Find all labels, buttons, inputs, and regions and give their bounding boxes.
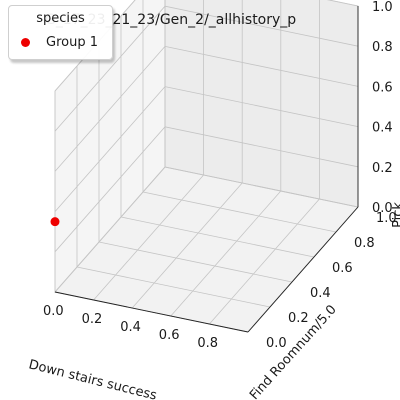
z-grid-side: [54, 5, 166, 132]
y-tick-label: 1.0: [376, 211, 397, 226]
z-grid-side: [54, 86, 166, 212]
x-grid-floor: [209, 198, 320, 325]
x-tick-label: 0.4: [120, 320, 141, 335]
z-tick-label: 0.8: [372, 40, 393, 55]
y-grid-floor: [98, 241, 293, 283]
z-axis-label: Pick: [391, 202, 400, 228]
x-tick-label: 0.8: [197, 336, 218, 351]
y-axis-line: [247, 206, 359, 333]
data-points: [50, 217, 60, 227]
y-grid-floor: [120, 216, 315, 258]
x-axis-label: Down stairs success: [27, 357, 158, 400]
z-tick-label: 0.4: [372, 121, 393, 136]
x-grid-floor: [170, 190, 282, 317]
x-axis-line: [54, 291, 249, 333]
legend: species Group 1: [8, 5, 113, 60]
z-grid-side: [54, 46, 166, 172]
y-tick-label: 0.2: [288, 311, 309, 326]
x-grid-floor: [131, 182, 243, 309]
y-grid-floor: [164, 166, 359, 208]
z-tick-label: 1.0: [372, 0, 393, 15]
data-point: [50, 217, 60, 227]
y-tick-label: 0.4: [310, 286, 331, 301]
z-grid-side: [54, 126, 166, 253]
x-grid-floor: [93, 174, 204, 301]
legend-entry-label: Group 1: [46, 35, 98, 50]
y-tick-label: 0.0: [266, 336, 287, 351]
z-tick-label: 0.6: [372, 80, 393, 95]
z-tick-label: 0.2: [372, 161, 393, 176]
z-grid-side: [54, 166, 166, 293]
y-grid-floor: [76, 266, 271, 308]
legend-title: species: [36, 11, 85, 26]
axis-panes: [54, 0, 359, 333]
y-tick-label: 0.6: [332, 261, 353, 276]
y-grid-floor: [142, 191, 337, 233]
axis-lines: [54, 6, 359, 333]
z-grid-back: [164, 86, 359, 127]
x-tick-label: 0.6: [159, 328, 180, 343]
y-tick-label: 0.8: [354, 236, 375, 251]
x-tick-label: 0.0: [43, 304, 64, 319]
x-tick-label: 0.2: [82, 312, 103, 327]
tick-labels: 0.00.20.40.60.8 0.00.20.40.60.81.00.00.20…: [43, 0, 397, 351]
z-grid-back: [164, 5, 359, 47]
legend-entry: Group 1: [21, 35, 98, 50]
z-tick-label: 0.0: [372, 201, 393, 216]
z-grid-back: [164, 126, 359, 168]
legend-marker: [21, 38, 30, 47]
z-grid-back: [164, 46, 359, 87]
